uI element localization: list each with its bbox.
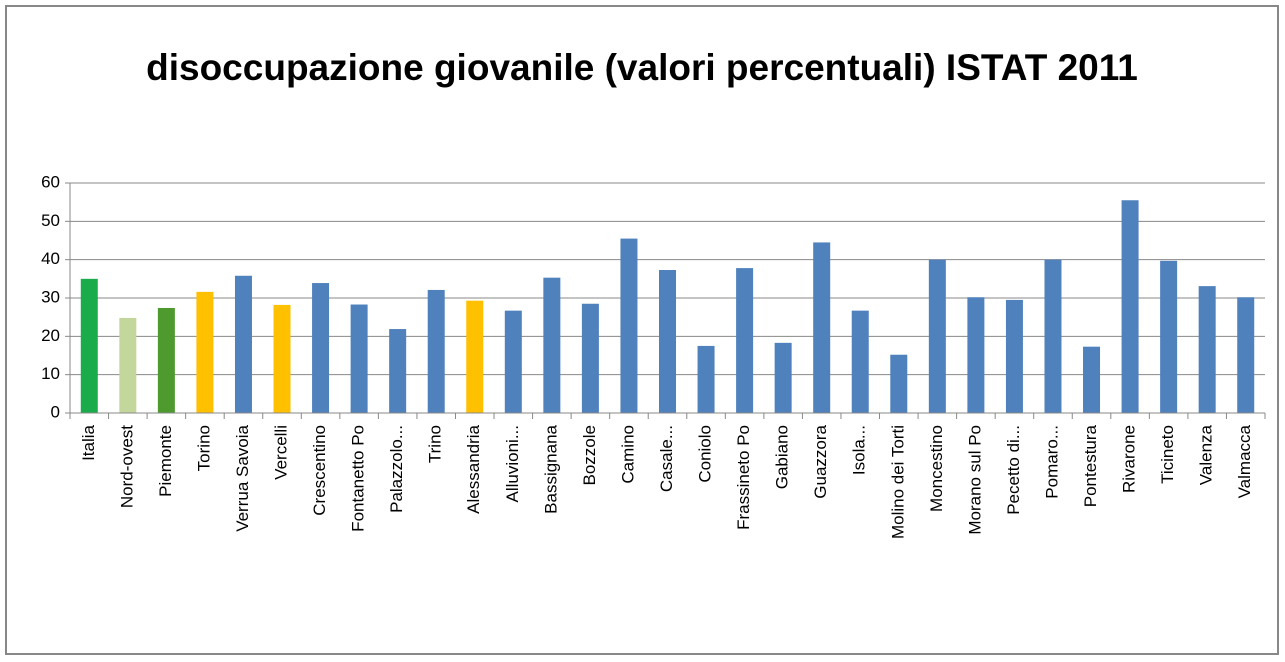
x-tick-label: Alluvioni... xyxy=(503,425,522,502)
bar xyxy=(80,278,98,413)
x-tick-label: Isola... xyxy=(850,425,869,475)
y-tick-label: 50 xyxy=(41,211,60,230)
chart-title: disoccupazione giovanile (valori percent… xyxy=(146,47,1138,88)
bar xyxy=(427,289,445,413)
x-tick-label: Guazzora xyxy=(811,424,830,498)
x-tick-label: Verrua Savoia xyxy=(233,424,252,531)
bar xyxy=(466,300,484,413)
bar xyxy=(1198,286,1216,413)
bar xyxy=(543,277,561,413)
bar xyxy=(736,268,754,413)
bar xyxy=(967,297,985,413)
x-tick-label: Valenza xyxy=(1197,424,1216,485)
bar xyxy=(813,242,831,413)
x-tick-label: Torino xyxy=(194,425,213,471)
bar xyxy=(1083,346,1101,413)
bar xyxy=(157,307,175,413)
bar xyxy=(196,291,214,413)
bar xyxy=(1005,299,1023,413)
x-tick-label: Palazzolo... xyxy=(387,425,406,513)
bar xyxy=(1044,259,1062,413)
bar xyxy=(581,303,599,413)
x-tick-label: Morano sul Po xyxy=(965,425,984,535)
y-tick-label: 60 xyxy=(41,172,60,191)
x-tick-label: Frassineto Po xyxy=(734,425,753,530)
x-tick-label: Casale... xyxy=(657,425,676,492)
bar xyxy=(1121,200,1139,413)
x-tick-label: Gabiano xyxy=(773,425,792,489)
bar xyxy=(659,270,676,413)
x-tick-label: Alessandria xyxy=(464,424,483,513)
x-tick-label: Camino xyxy=(618,425,637,484)
bar xyxy=(389,329,407,413)
x-tick-label: Rivarone xyxy=(1120,425,1139,493)
bar xyxy=(504,310,522,413)
bar xyxy=(697,345,715,413)
x-tick-label: Italia xyxy=(79,424,98,460)
y-tick-label: 20 xyxy=(41,326,60,345)
bar xyxy=(119,317,137,413)
x-tick-label: Pomaro... xyxy=(1042,425,1061,499)
x-tick-label: Coniolo xyxy=(696,425,715,483)
bar xyxy=(273,304,291,413)
x-tick-label: Bozzole xyxy=(580,425,599,485)
x-tick-label: Pecetto di... xyxy=(1004,425,1023,515)
bar xyxy=(851,310,869,413)
bar xyxy=(890,354,908,413)
y-tick-label: 10 xyxy=(41,364,60,383)
y-tick-label: 0 xyxy=(51,402,60,421)
y-tick-label: 30 xyxy=(41,287,60,306)
bar xyxy=(928,259,946,413)
x-tick-label: Valmacca xyxy=(1235,424,1254,498)
x-tick-label: Piemonte xyxy=(156,425,175,497)
x-tick-label: Crescentino xyxy=(310,425,329,516)
x-tick-label: Pontestura xyxy=(1081,424,1100,507)
bar xyxy=(312,283,330,413)
bar xyxy=(234,275,252,413)
bar xyxy=(1160,260,1178,413)
x-tick-label: Moncestino xyxy=(927,425,946,512)
x-tick-label: Fontanetto Po xyxy=(349,425,368,532)
y-tick-label: 40 xyxy=(41,249,60,268)
chart-border xyxy=(5,5,1279,655)
bar xyxy=(620,238,638,413)
x-tick-label: Vercelli xyxy=(272,425,291,480)
bar xyxy=(774,342,792,413)
bar xyxy=(1237,297,1255,413)
x-tick-label: Trino xyxy=(426,425,445,463)
x-tick-label: Bassignana xyxy=(541,424,560,513)
x-tick-label: Molino dei Torti xyxy=(888,425,907,539)
x-tick-label: Nord-ovest xyxy=(117,425,136,508)
x-tick-label: Ticineto xyxy=(1158,425,1177,484)
bar xyxy=(350,304,368,413)
